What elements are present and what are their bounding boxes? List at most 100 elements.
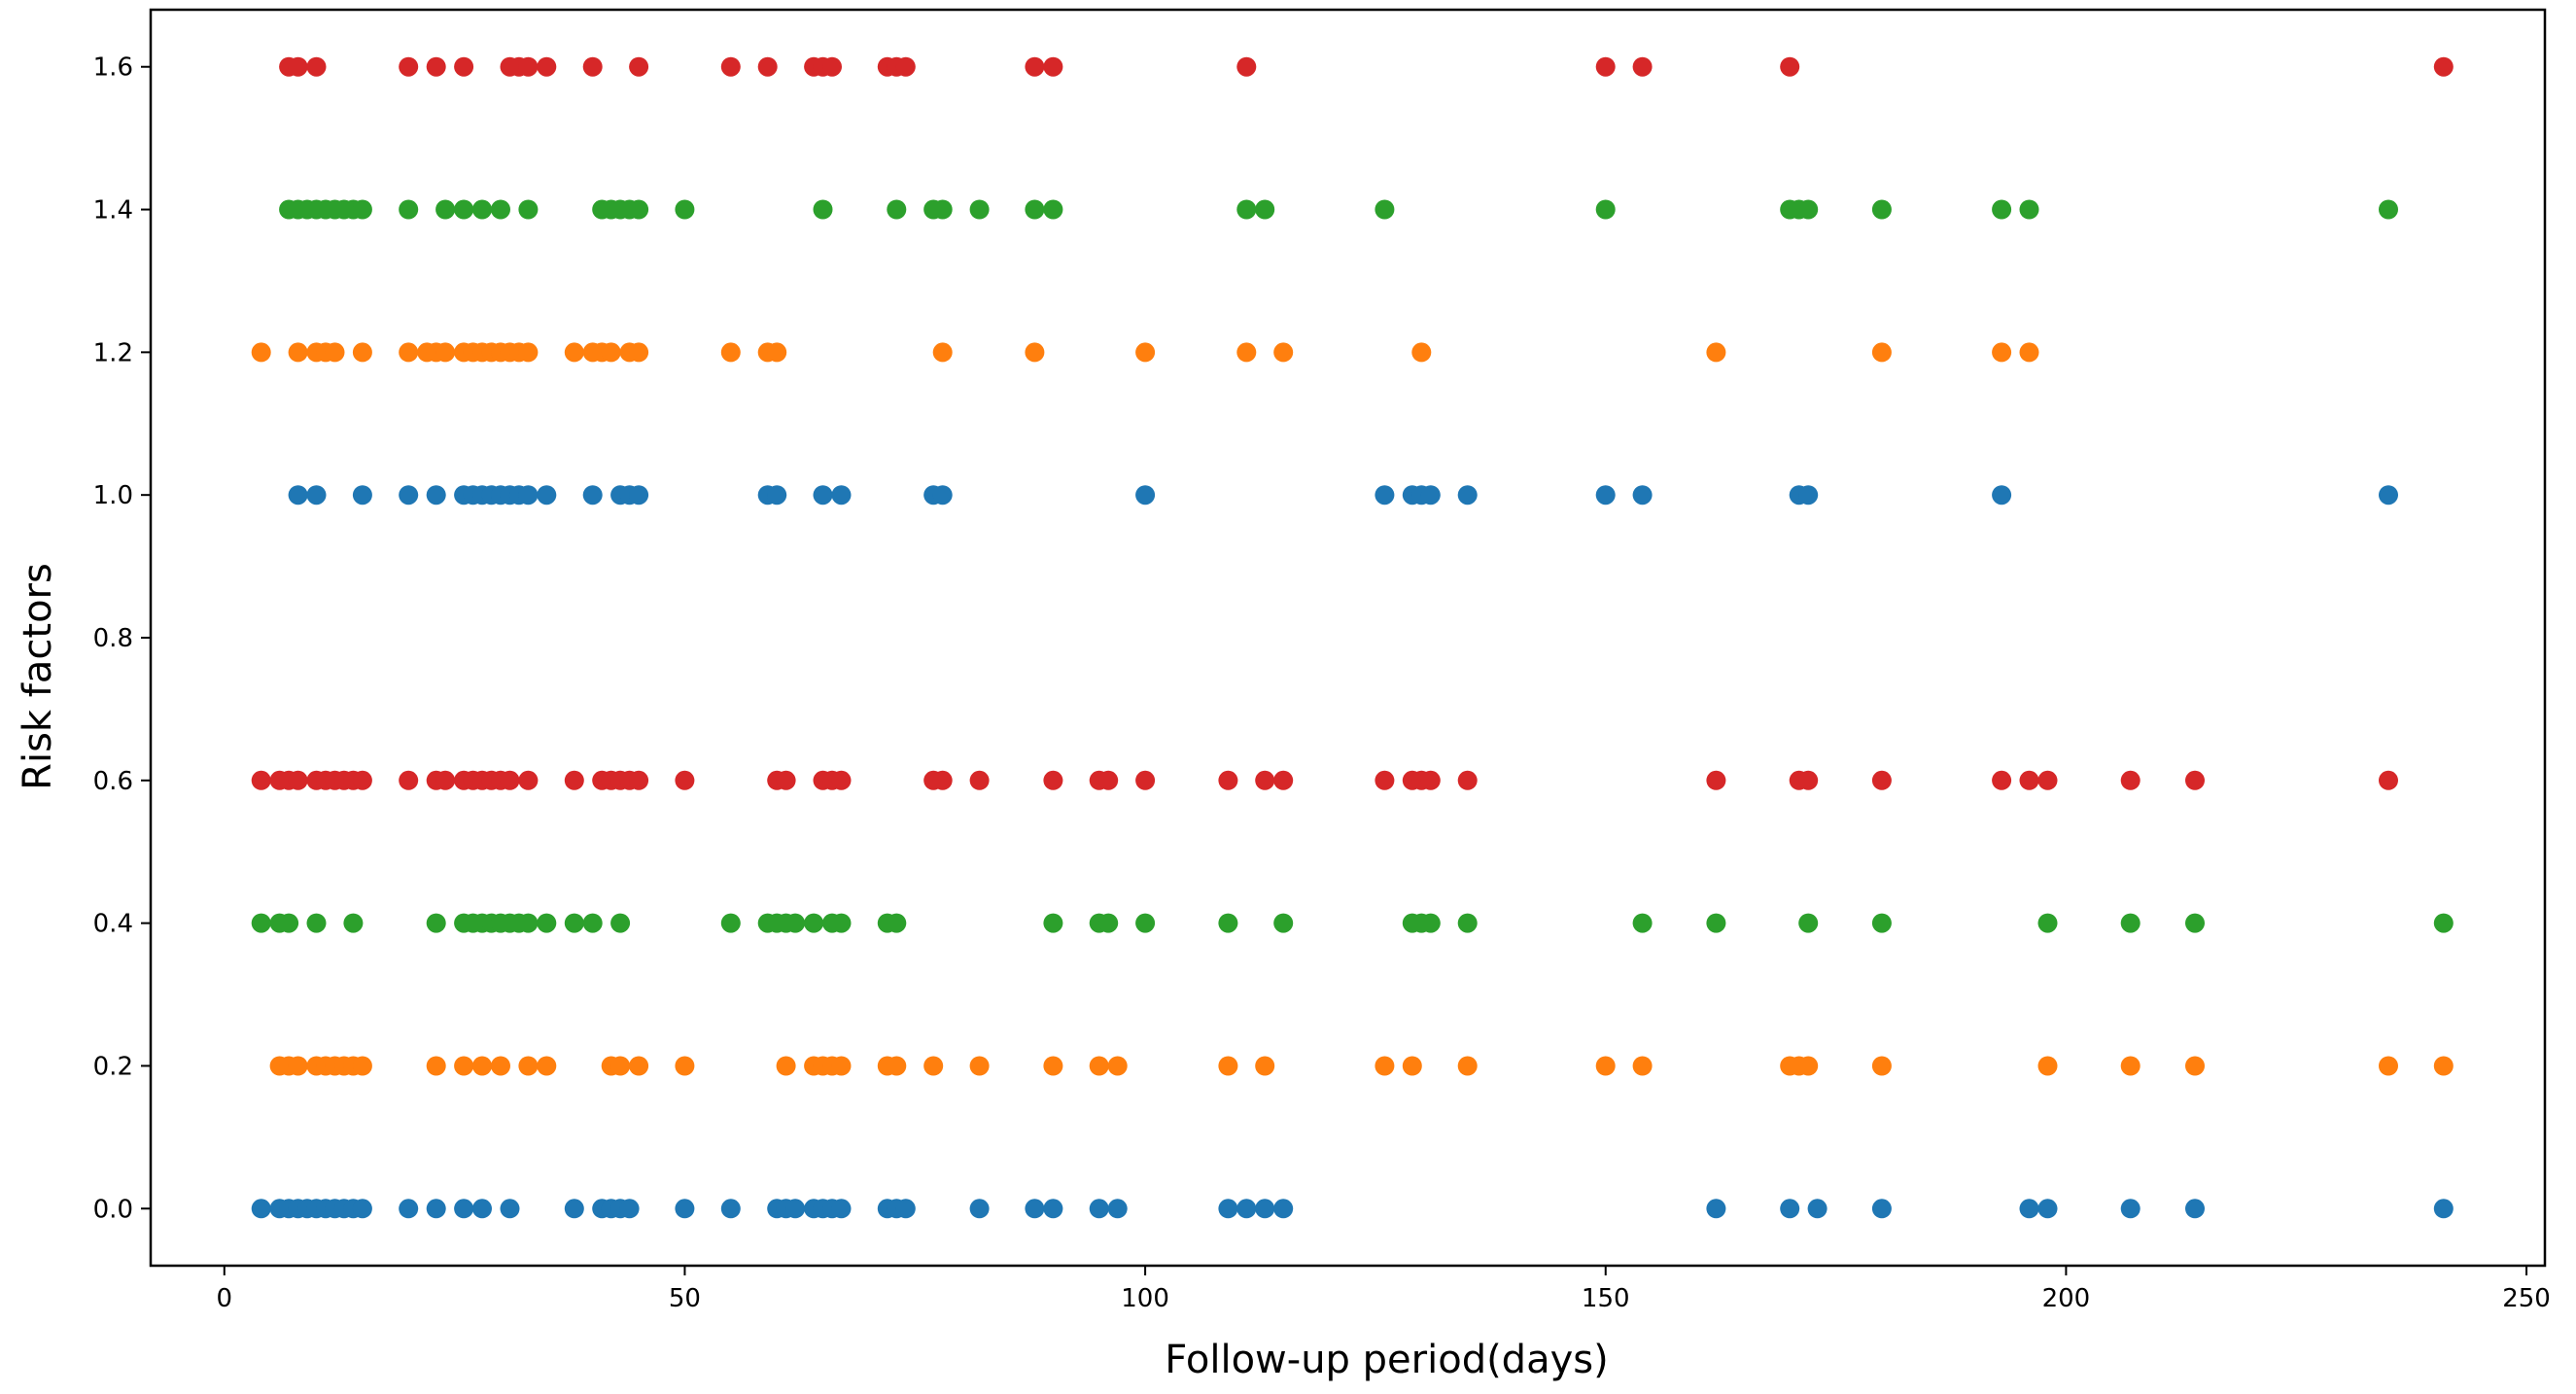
data-point (720, 56, 741, 77)
data-point (518, 199, 539, 220)
series-3-green (251, 913, 2454, 933)
x-tick-label: 50 (669, 1284, 701, 1313)
data-point (932, 485, 953, 505)
data-point (1457, 913, 1478, 933)
data-point (1632, 56, 1653, 77)
series-1-blue (251, 1199, 2454, 1219)
data-point (1375, 199, 1395, 220)
data-point (564, 770, 584, 790)
data-point (2019, 1199, 2039, 1219)
data-point (352, 342, 372, 363)
data-point (1255, 770, 1275, 790)
data-point (887, 913, 907, 933)
data-point (454, 199, 474, 220)
data-point (776, 770, 796, 790)
data-point (1706, 342, 1726, 363)
data-point (675, 1199, 695, 1219)
data-point (564, 342, 584, 363)
series-6-orange (251, 342, 2039, 363)
data-point (1098, 913, 1119, 933)
data-point (582, 913, 603, 933)
data-point (1273, 1199, 1294, 1219)
data-point (1871, 1056, 1892, 1076)
data-point (472, 199, 492, 220)
data-point (831, 1056, 852, 1076)
data-point (767, 342, 787, 363)
x-tick-label: 100 (1121, 1284, 1169, 1313)
data-point (1236, 1199, 1257, 1219)
y-tick-label: 1.0 (93, 481, 133, 510)
series-8-red (279, 56, 2454, 77)
data-point (757, 56, 778, 77)
data-point (1089, 1056, 1109, 1076)
data-point (1218, 913, 1238, 933)
data-point (1420, 913, 1441, 933)
data-point (352, 770, 372, 790)
data-point (399, 342, 419, 363)
data-point (1043, 1199, 1063, 1219)
data-point (472, 1199, 492, 1219)
data-point (2433, 1056, 2454, 1076)
data-point (288, 770, 308, 790)
data-point (2379, 199, 2398, 220)
data-point (1043, 770, 1063, 790)
data-point (923, 1056, 944, 1076)
data-point (629, 342, 649, 363)
data-point (2379, 770, 2398, 790)
data-point (1420, 485, 1441, 505)
data-point (1402, 1056, 1422, 1076)
data-point (435, 342, 456, 363)
data-point (288, 1056, 308, 1076)
data-point (932, 770, 953, 790)
data-point (1798, 770, 1819, 790)
data-point (251, 1199, 271, 1219)
data-point (537, 913, 557, 933)
data-point (1255, 1056, 1275, 1076)
data-point (399, 485, 419, 505)
data-point (1780, 56, 1800, 77)
y-tick-label: 1.2 (93, 338, 133, 367)
data-point (804, 913, 824, 933)
data-point (1798, 199, 1819, 220)
data-point (1135, 770, 1156, 790)
data-point (1871, 770, 1892, 790)
data-point (1871, 199, 1892, 220)
data-point (454, 1056, 474, 1076)
data-point (2019, 342, 2039, 363)
data-point (1992, 770, 2012, 790)
data-point (1420, 770, 1441, 790)
data-point (1457, 770, 1478, 790)
data-point (969, 1056, 990, 1076)
data-point (1632, 485, 1653, 505)
y-tick-label: 1.6 (93, 53, 133, 83)
data-point (518, 342, 539, 363)
data-point (1236, 342, 1257, 363)
x-tick-label: 250 (2502, 1284, 2551, 1313)
data-point (1457, 1056, 1478, 1076)
data-point (1025, 342, 1045, 363)
data-point (1992, 342, 2012, 363)
x-axis-title: Follow-up period(days) (1165, 1338, 1608, 1382)
data-point (629, 199, 649, 220)
data-point (785, 1199, 806, 1219)
data-point (1273, 770, 1294, 790)
data-point (1706, 913, 1726, 933)
data-point (306, 913, 327, 933)
data-point (1871, 1199, 1892, 1219)
data-point (887, 199, 907, 220)
data-point (306, 485, 327, 505)
data-point (1043, 1056, 1063, 1076)
data-point (1273, 913, 1294, 933)
data-point (969, 1199, 990, 1219)
data-point (1632, 1056, 1653, 1076)
y-tick-label: 1.4 (93, 196, 133, 226)
data-point (352, 1199, 372, 1219)
data-point (2379, 1056, 2398, 1076)
data-point (1457, 485, 1478, 505)
data-point (251, 770, 271, 790)
data-point (1089, 1199, 1109, 1219)
data-point (629, 56, 649, 77)
data-point (435, 770, 456, 790)
data-point (2185, 1199, 2205, 1219)
